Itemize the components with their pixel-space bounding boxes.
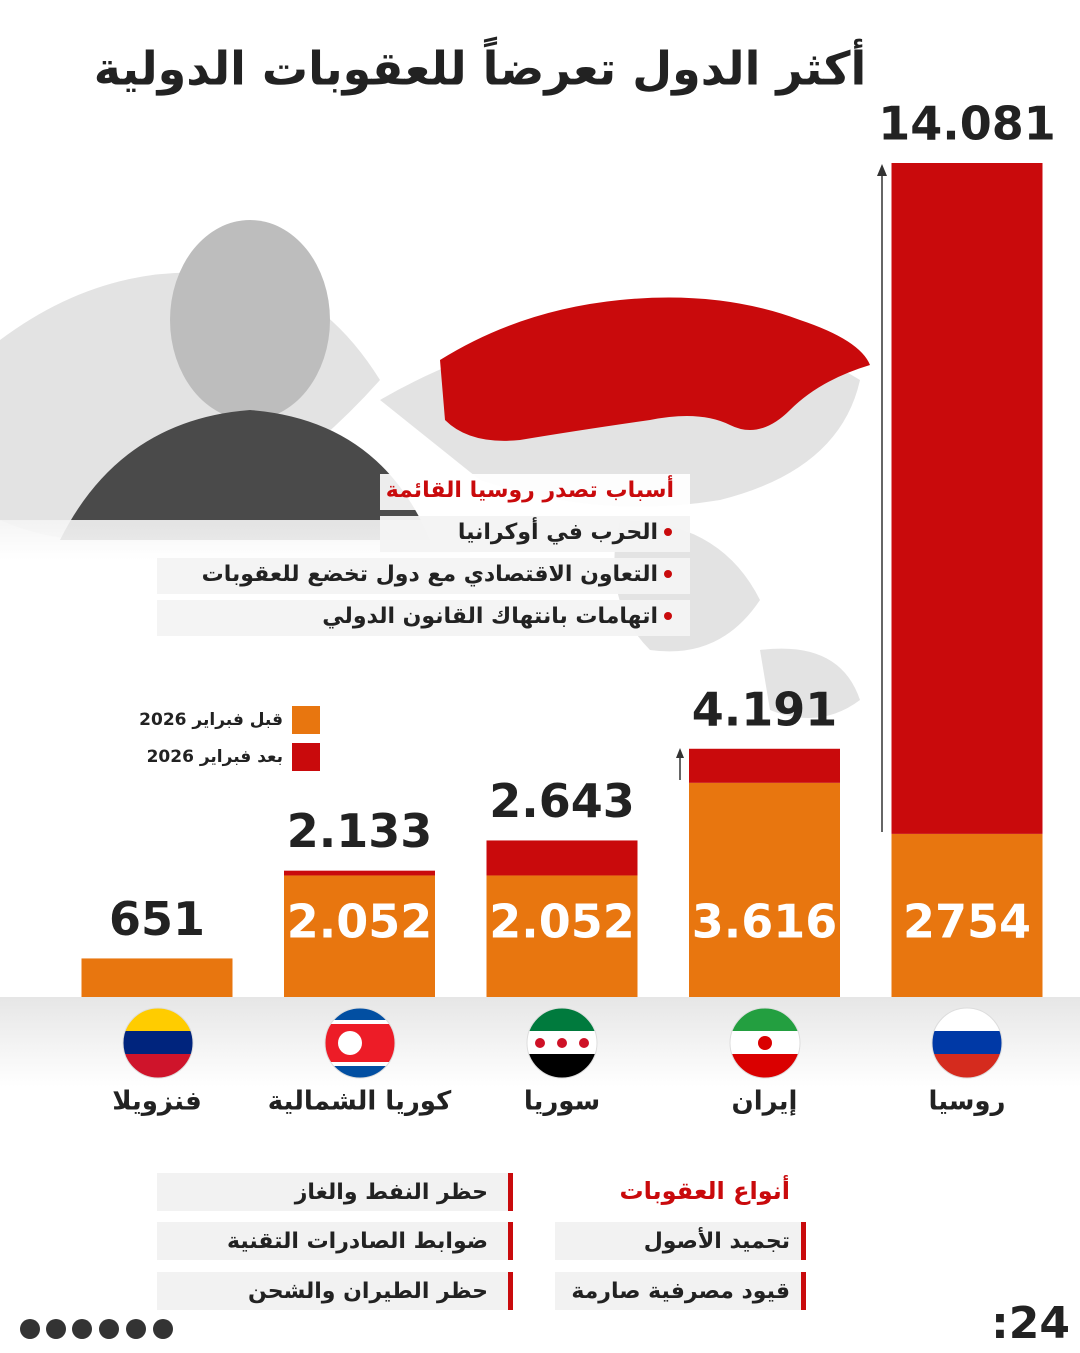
flag-north-korea xyxy=(324,1007,396,1079)
total-label: 4.191 xyxy=(692,682,838,736)
category-label: سوريا xyxy=(524,1087,600,1117)
legend-label: قبل فبراير 2026 xyxy=(139,710,283,730)
value-label: 2.052 xyxy=(489,895,635,949)
value-label: 3.616 xyxy=(692,895,838,949)
flag-venezuela xyxy=(122,1007,194,1079)
legend-swatch xyxy=(292,743,320,771)
total-label: 14.081 xyxy=(878,97,1056,151)
bar-segment xyxy=(891,833,1043,997)
title: أكثر الدول تعرضاً للعقوبات الدولية xyxy=(94,36,867,95)
sanction-item: تجميد الأصول xyxy=(644,1226,790,1254)
social-icons xyxy=(20,1319,173,1339)
bar-segment xyxy=(486,875,638,997)
category-label: روسيا xyxy=(928,1087,1005,1117)
value-label: 2754 xyxy=(903,895,1031,949)
category-label: فنزويلا xyxy=(112,1087,201,1117)
total-label: 651 xyxy=(109,892,205,946)
russia-map xyxy=(440,297,870,441)
bar-segment xyxy=(891,163,1043,834)
bar-segment xyxy=(486,840,638,876)
bar-segment xyxy=(81,958,233,997)
value-label: 2.052 xyxy=(287,895,433,949)
sanctions-rows xyxy=(157,1173,806,1310)
bar-segment xyxy=(689,748,840,783)
bar-segment xyxy=(284,875,435,997)
category-label: كوريا الشمالية xyxy=(268,1087,452,1117)
legend-swatch xyxy=(292,706,320,734)
sanction-item: حظر النفط والغاز xyxy=(294,1180,488,1205)
reason-item: التعاون الاقتصادي مع دول تخضع للعقوبات xyxy=(202,562,658,587)
total-label: 2.643 xyxy=(489,774,635,828)
sanction-item: قيود مصرفية صارمة xyxy=(571,1279,790,1304)
bar-segment xyxy=(689,782,840,997)
category-label: إيران xyxy=(732,1087,798,1117)
sanctions-heading: أنواع العقوبات xyxy=(619,1175,790,1205)
total-label: 2.133 xyxy=(287,804,433,858)
reasons-heading: أسباب تصدر روسيا القائمة xyxy=(386,474,674,503)
legend-label: بعد فبراير 2026 xyxy=(147,747,283,767)
bar-segment xyxy=(284,870,435,876)
logo: :24 xyxy=(991,1298,1070,1349)
arrow-head xyxy=(877,164,887,176)
arrow-head xyxy=(676,748,684,758)
sanction-item: حظر الطيران والشحن xyxy=(248,1279,488,1304)
reason-item: اتهامات بانتهاك القانون الدولي xyxy=(322,604,658,629)
sanction-item: ضوابط الصادرات التقنية xyxy=(227,1229,488,1254)
reason-item: الحرب في أوكرانيا xyxy=(458,516,658,545)
reasons-box xyxy=(157,474,690,636)
